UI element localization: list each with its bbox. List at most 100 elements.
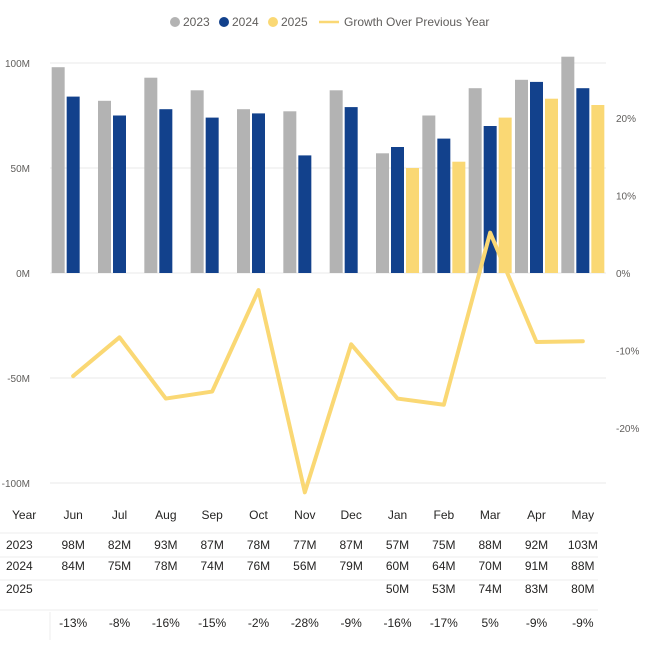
- bar-2024: [391, 147, 404, 273]
- legend-swatch-2025: [268, 17, 278, 27]
- table-column-header: Aug: [155, 508, 176, 522]
- bar-2023: [376, 153, 389, 273]
- table-cell: 53M: [432, 582, 455, 596]
- table-column-header: Oct: [249, 508, 268, 522]
- table-cell: 84M: [61, 559, 84, 573]
- bar-2024: [345, 107, 358, 273]
- table-cell: -2%: [248, 616, 270, 630]
- table-cell: 77M: [293, 538, 316, 552]
- table-cell: 64M: [432, 559, 455, 573]
- bar-2023: [469, 88, 482, 273]
- left-axis-tick-label: 50M: [11, 164, 30, 175]
- table-cell: 57M: [386, 538, 409, 552]
- bar-2023: [330, 90, 343, 273]
- table-cell: 98M: [61, 538, 84, 552]
- table-cell: 93M: [154, 538, 177, 552]
- table-cell: 78M: [154, 559, 177, 573]
- table-cell: -9%: [340, 616, 362, 630]
- bar-2024: [113, 116, 126, 274]
- table-cell: -16%: [152, 616, 180, 630]
- right-axis-tick-label: 10%: [616, 192, 636, 203]
- bar-2023: [144, 78, 157, 273]
- legend-swatch-2024: [219, 17, 229, 27]
- table-cell: 92M: [525, 538, 548, 552]
- left-axis-tick-label: -100M: [2, 479, 30, 490]
- table-column-header: May: [571, 508, 594, 522]
- table-cell: 74M: [478, 582, 501, 596]
- table-cell: 56M: [293, 559, 316, 573]
- table-column-header: Jul: [112, 508, 127, 522]
- table-cell: -15%: [198, 616, 226, 630]
- table-row-label: 2023: [6, 538, 33, 552]
- bar-2023: [283, 111, 296, 273]
- bar-2024: [67, 97, 80, 273]
- table-cell: -17%: [430, 616, 458, 630]
- bar-2023: [561, 57, 574, 273]
- legend-label: 2024: [232, 15, 259, 29]
- table-header-label: Year: [12, 508, 36, 522]
- table-column-header: Nov: [294, 508, 315, 522]
- table-column-header: Jan: [388, 508, 407, 522]
- legend-label: 2025: [281, 15, 308, 29]
- table-cell: 79M: [339, 559, 362, 573]
- right-axis-tick-label: 0%: [616, 269, 631, 280]
- bar-2025: [406, 168, 419, 273]
- table-cell: 60M: [386, 559, 409, 573]
- table-cell: 78M: [247, 538, 270, 552]
- table-row-label: 2024: [6, 559, 33, 573]
- table-cell: -9%: [526, 616, 548, 630]
- bar-2023: [98, 101, 111, 273]
- right-axis-tick-label: 20%: [616, 114, 636, 125]
- bar-2023: [52, 67, 65, 273]
- table-cell: 83M: [525, 582, 548, 596]
- table-cell: 91M: [525, 559, 548, 573]
- table-cell: 87M: [339, 538, 362, 552]
- table-cell: -28%: [291, 616, 319, 630]
- bar-2023: [422, 116, 435, 274]
- bar-2024: [159, 109, 172, 273]
- left-axis-tick-label: 100M: [5, 59, 30, 70]
- bar-2025: [499, 118, 512, 273]
- table-cell: 88M: [478, 538, 501, 552]
- table-cell: 82M: [108, 538, 131, 552]
- legend-label: 2023: [183, 15, 210, 29]
- table-column-header: Mar: [480, 508, 501, 522]
- table-cell: -16%: [383, 616, 411, 630]
- bar-2025: [545, 99, 558, 273]
- right-axis-tick-label: -20%: [616, 424, 639, 435]
- table-column-header: Feb: [433, 508, 454, 522]
- table-cell: 80M: [571, 582, 594, 596]
- left-axis-tick-label: 0M: [16, 269, 30, 280]
- bar-2025: [591, 105, 604, 273]
- table-cell: 75M: [108, 559, 131, 573]
- table-cell: 87M: [200, 538, 223, 552]
- left-axis-tick-label: -50M: [7, 374, 30, 385]
- table-cell: -8%: [109, 616, 131, 630]
- table-cell: -9%: [572, 616, 594, 630]
- table-cell: 74M: [200, 559, 223, 573]
- bar-2024: [437, 139, 450, 273]
- bar-2024: [298, 155, 311, 273]
- table-column-header: Dec: [340, 508, 361, 522]
- table-column-header: Jun: [63, 508, 82, 522]
- bar-2024: [530, 82, 543, 273]
- table-cell: 75M: [432, 538, 455, 552]
- legend-label: Growth Over Previous Year: [344, 15, 489, 29]
- right-axis-tick-label: -10%: [616, 347, 639, 358]
- table-cell: 88M: [571, 559, 594, 573]
- table-column-header: Sep: [201, 508, 223, 522]
- bar-2023: [515, 80, 528, 273]
- table-cell: 50M: [386, 582, 409, 596]
- legend-swatch-2023: [170, 17, 180, 27]
- table-cell: 5%: [481, 616, 499, 630]
- bar-2024: [206, 118, 219, 273]
- bar-2023: [191, 90, 204, 273]
- table-row-label: 2025: [6, 582, 33, 596]
- bar-2023: [237, 109, 250, 273]
- bar-2025: [452, 162, 465, 273]
- table-cell: 103M: [568, 538, 598, 552]
- table-cell: -13%: [59, 616, 87, 630]
- bar-2024: [252, 113, 265, 273]
- table-cell: 76M: [247, 559, 270, 573]
